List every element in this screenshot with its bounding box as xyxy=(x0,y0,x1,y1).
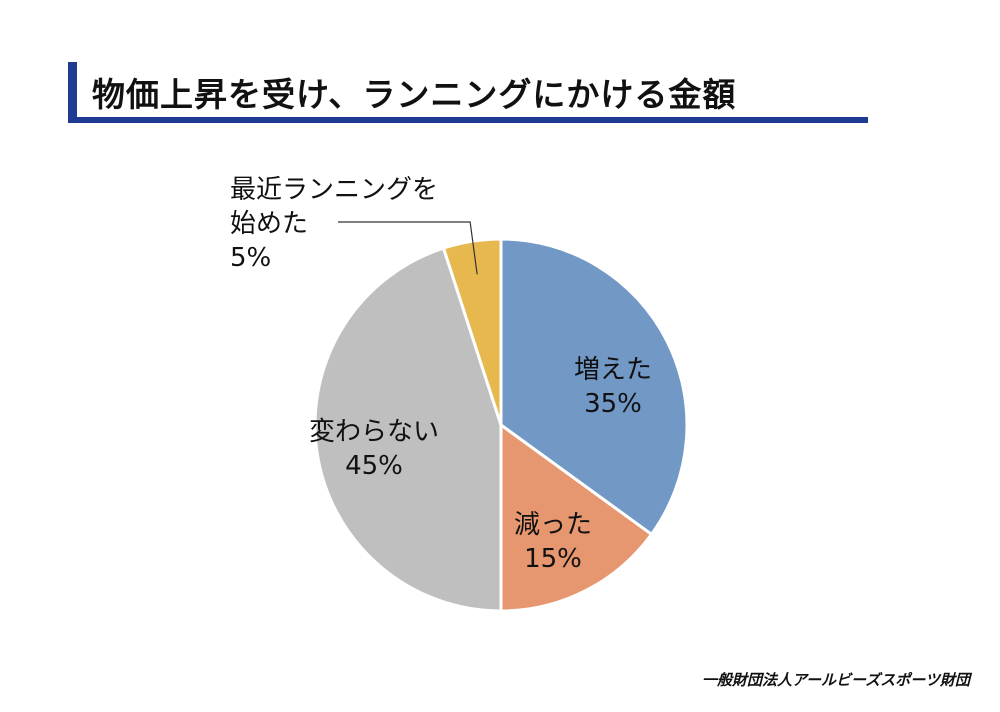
slice-value-label: 5% xyxy=(230,243,271,273)
title-underline xyxy=(68,117,868,123)
slice-category-label: 始めた xyxy=(230,209,308,239)
pie-slice xyxy=(442,237,503,427)
slice-category-label: 変わらない xyxy=(309,417,439,447)
slice-category-label: 減った xyxy=(514,510,592,540)
pie-slice xyxy=(499,423,653,613)
pie-slices xyxy=(313,237,689,613)
footer-credit: 一般財団法人アールビーズスポーツ財団 xyxy=(701,671,970,689)
slice-value-label: 35% xyxy=(584,389,642,419)
slice-category-label: 最近ランニングを xyxy=(230,175,438,205)
title-bar: 物価上昇を受け、ランニングにかける金額 xyxy=(68,62,868,123)
slice-category-label: 増えた xyxy=(574,355,652,385)
title-accent-bar xyxy=(68,62,77,120)
slice-value-label: 15% xyxy=(524,544,582,574)
slice-value-label: 45% xyxy=(345,451,403,481)
pie-slice xyxy=(313,246,503,613)
pie-slice xyxy=(499,237,689,536)
leader-line xyxy=(338,221,478,275)
page-title: 物価上昇を受け、ランニングにかける金額 xyxy=(92,75,737,114)
